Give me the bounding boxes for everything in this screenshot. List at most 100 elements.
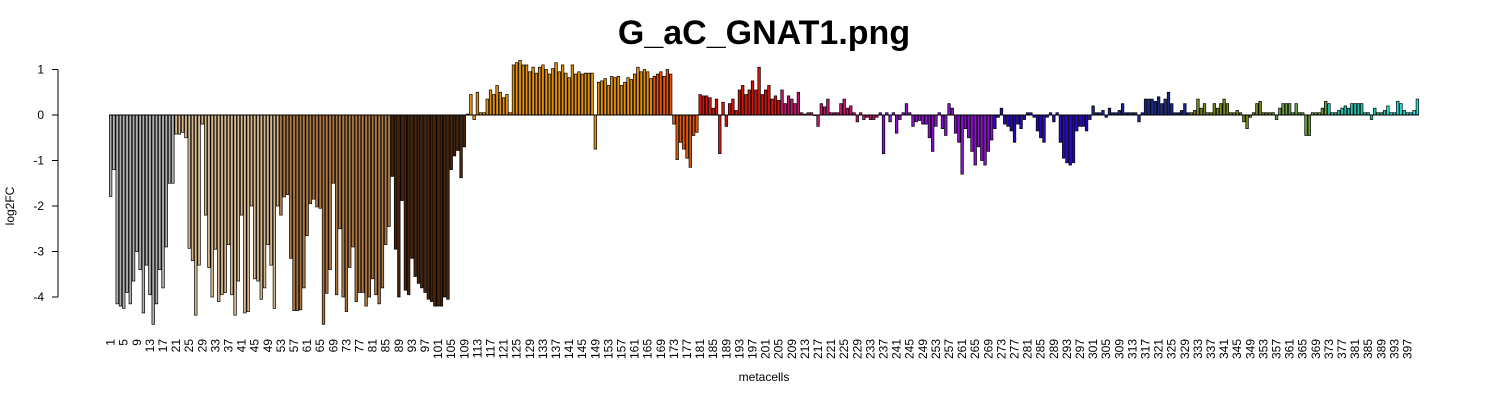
x-tick-label: 337 <box>1204 339 1218 359</box>
bar-185 <box>711 107 715 116</box>
bar-68 <box>328 114 332 271</box>
bar-162 <box>636 66 640 116</box>
bar-201 <box>764 89 768 116</box>
bar-249 <box>921 114 925 125</box>
bar-271 <box>993 114 997 129</box>
bar-293 <box>1065 114 1069 164</box>
bar-97 <box>423 114 427 293</box>
bar-101 <box>436 114 440 307</box>
bar-60 <box>302 114 306 289</box>
x-tick-label: 181 <box>693 339 707 359</box>
bar-291 <box>1058 114 1063 143</box>
bar-180 <box>695 114 699 133</box>
bar-294 <box>1068 114 1072 166</box>
bar-160 <box>629 79 633 116</box>
bar-119 <box>495 85 499 116</box>
bar-296 <box>1075 114 1079 132</box>
chart-title: G_aC_GNAT1.png <box>618 14 910 52</box>
x-tick-label: 297 <box>1073 339 1087 359</box>
bar-382 <box>1356 103 1361 116</box>
bar-165 <box>646 71 650 116</box>
bar-84 <box>380 114 385 289</box>
x-tick-label: 57 <box>287 339 301 353</box>
x-tick-label: 33 <box>208 339 222 353</box>
bar-184 <box>708 97 712 116</box>
bar-148 <box>590 72 594 116</box>
x-tick-label: 245 <box>903 339 917 359</box>
bar-357 <box>1274 114 1279 120</box>
y-axis: -4 -3 -2 -1 0 1 <box>33 63 59 304</box>
y-tick-label: 0 <box>37 108 44 122</box>
bar-203 <box>770 98 774 116</box>
bar-204 <box>773 95 778 116</box>
x-tick-label: 241 <box>890 339 904 359</box>
bar-34 <box>217 114 221 302</box>
bar-268 <box>983 114 987 166</box>
bar-210 <box>793 103 797 116</box>
x-tick-label: 341 <box>1217 339 1231 359</box>
bar-168 <box>655 73 660 116</box>
x-tick-label: 89 <box>392 339 406 353</box>
bar-128 <box>524 64 529 116</box>
x-tick-label: 109 <box>457 339 471 359</box>
x-tick-label: 49 <box>261 339 275 353</box>
bar-259 <box>953 114 958 134</box>
bar-142 <box>570 64 575 116</box>
bar-323 <box>1163 98 1167 116</box>
bar-173 <box>672 114 676 125</box>
x-tick-label: 69 <box>326 339 340 353</box>
bar-112 <box>472 114 476 120</box>
bar-262 <box>963 114 968 129</box>
bar-118 <box>492 94 496 116</box>
x-tick-label: 5 <box>117 339 131 346</box>
bar-65 <box>318 114 322 209</box>
bar-106 <box>452 114 457 157</box>
x-tick-label: 369 <box>1309 339 1323 359</box>
bar-38 <box>230 114 234 296</box>
bar-9 <box>135 114 139 252</box>
x-axis-label: metacells <box>739 370 790 384</box>
bar-24 <box>184 114 188 139</box>
bar-256 <box>944 114 948 136</box>
bar-348 <box>1245 114 1249 129</box>
bar-41 <box>240 114 244 216</box>
x-tick-label: 217 <box>811 339 825 359</box>
bar-76 <box>354 114 358 302</box>
x-tick-label: 1 <box>104 339 118 346</box>
bar-211 <box>796 91 801 116</box>
bar-280 <box>1022 114 1026 120</box>
bar-172 <box>669 73 673 116</box>
x-tick-label: 121 <box>497 339 511 359</box>
x-tick-label: 9 <box>130 339 144 346</box>
bar-224 <box>839 103 843 116</box>
x-tick-label: 29 <box>195 339 209 353</box>
x-tick-label: 345 <box>1230 339 1244 359</box>
x-tick-label: 21 <box>169 339 183 353</box>
bar-43 <box>246 114 250 312</box>
bar-59 <box>298 114 303 311</box>
bar-352 <box>1258 100 1262 116</box>
bar-286 <box>1042 114 1046 143</box>
bar-329 <box>1183 103 1187 116</box>
bar-275 <box>1006 114 1010 127</box>
x-tick-label: 129 <box>523 339 537 359</box>
bar-70 <box>334 114 339 296</box>
bar-98 <box>426 114 430 300</box>
bar-105 <box>449 114 453 170</box>
x-tick-label: 397 <box>1401 339 1415 359</box>
bar-258 <box>950 107 954 116</box>
bar-378 <box>1343 105 1347 116</box>
x-tick-label: 205 <box>772 339 786 359</box>
bar-35 <box>220 114 224 296</box>
bar-237 <box>881 114 886 155</box>
bar-183 <box>705 95 709 116</box>
bar-381 <box>1353 103 1357 116</box>
bar-394 <box>1396 100 1400 116</box>
bar-88 <box>393 114 398 250</box>
x-tick-label: 285 <box>1034 339 1048 359</box>
bar-390 <box>1382 110 1387 116</box>
bar-190 <box>727 103 732 116</box>
bar-74 <box>348 114 352 268</box>
bar-227 <box>849 105 853 116</box>
bar-205 <box>777 100 781 116</box>
